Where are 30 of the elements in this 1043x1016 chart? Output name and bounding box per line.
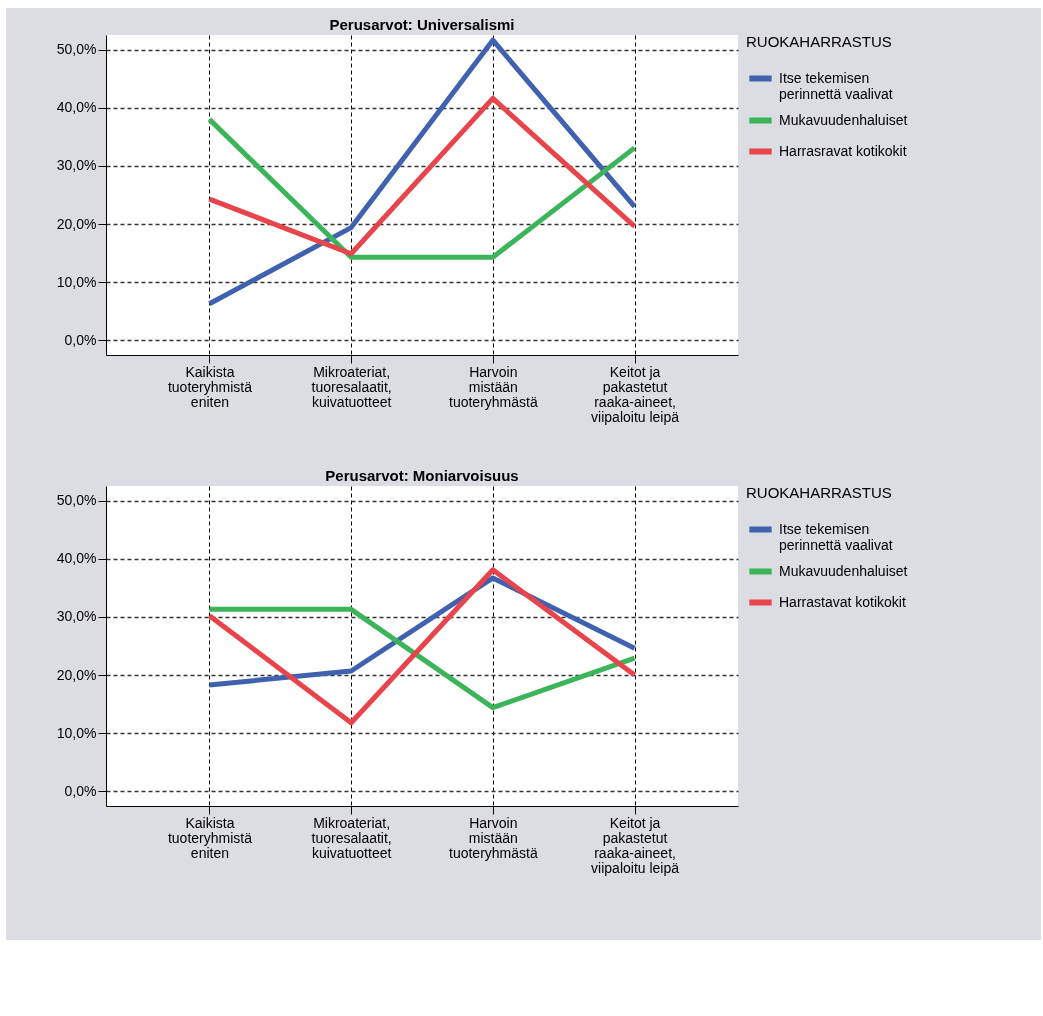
legend-title: RUOKAHARRASTUS	[746, 33, 892, 50]
legend-label: Itse tekemisen perinnettä vaalivat	[779, 69, 893, 102]
y-tick-label: 0,0%	[64, 782, 97, 799]
x-tick-label: Kaikista tuoteryhmistä eniten	[167, 814, 253, 861]
y-tick-label: 40,0%	[56, 550, 97, 567]
legend-label: Mukavuudenhaluiset	[779, 562, 908, 579]
chart-title: Perusarvot: Moniarvoisuus	[325, 467, 519, 484]
x-tick-label: Kaikista tuoteryhmistä eniten	[167, 363, 253, 410]
x-tick-label: Mikroateriat, tuoresalaatit, kuivatuotteet	[311, 363, 392, 410]
x-tick-label: Harvoin mistään tuoteryhmästä	[448, 363, 538, 410]
x-tick-label: Keitot ja pakastetut raaka-aineet, viipaloitu leipä	[591, 363, 680, 425]
x-tick-label: Harvoin mistään tuoteryhmästä	[448, 814, 538, 861]
y-tick-label: 10,0%	[56, 724, 97, 741]
y-tick-label: 0,0%	[64, 331, 97, 348]
y-tick-label: 20,0%	[56, 215, 97, 232]
chart-title: Perusarvot: Universalismi	[329, 16, 515, 33]
y-tick-label: 30,0%	[56, 157, 97, 174]
y-tick-label: 30,0%	[56, 608, 97, 625]
legend-label: Mukavuudenhaluiset	[779, 111, 908, 128]
y-tick-label: 50,0%	[56, 492, 97, 509]
legend-label: Itse tekemisen perinnettä vaalivat	[779, 520, 893, 553]
legend-title: RUOKAHARRASTUS	[746, 484, 892, 501]
legend-label: Harrastavat kotikokit	[779, 593, 906, 610]
y-tick-label: 50,0%	[56, 41, 97, 58]
x-tick-label: Mikroateriat, tuoresalaatit, kuivatuotteet	[311, 814, 392, 861]
y-tick-label: 10,0%	[56, 273, 97, 290]
y-tick-label: 20,0%	[56, 666, 97, 683]
y-tick-label: 40,0%	[56, 99, 97, 116]
legend-label: Harrasravat kotikokit	[779, 142, 907, 159]
x-tick-label: Keitot ja pakastetut raaka-aineet, viipaloitu leipä	[591, 814, 680, 876]
